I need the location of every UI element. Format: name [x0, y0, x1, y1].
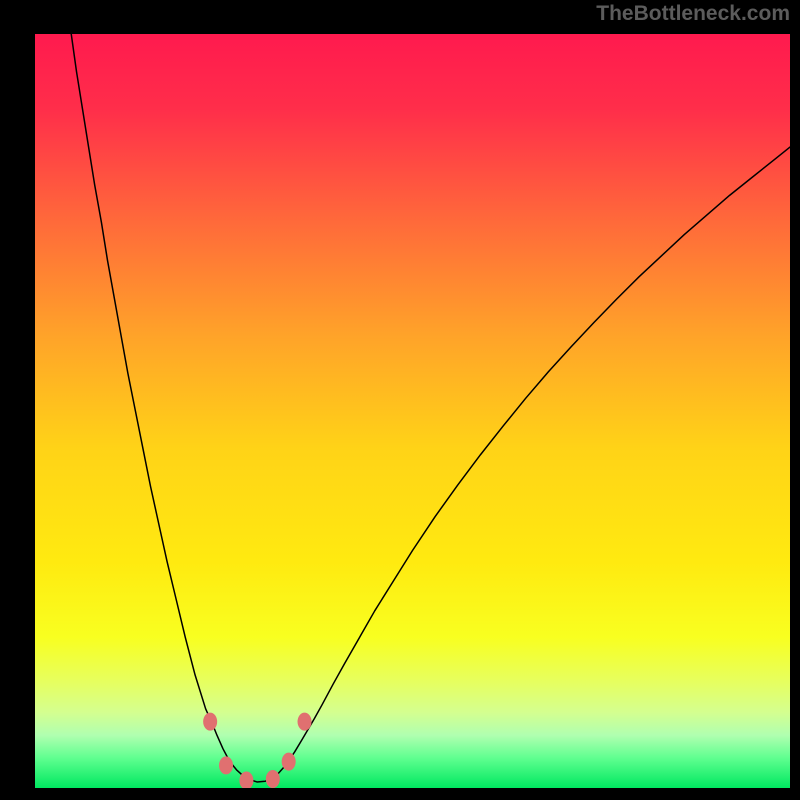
curve-marker: [266, 770, 280, 788]
curve-marker: [282, 753, 296, 771]
chart-svg: [35, 34, 790, 788]
bottleneck-chart: [35, 34, 790, 788]
curve-marker: [203, 713, 217, 731]
watermark-text: TheBottleneck.com: [596, 2, 790, 26]
chart-background: [35, 34, 790, 788]
curve-marker: [298, 713, 312, 731]
curve-marker: [219, 756, 233, 774]
